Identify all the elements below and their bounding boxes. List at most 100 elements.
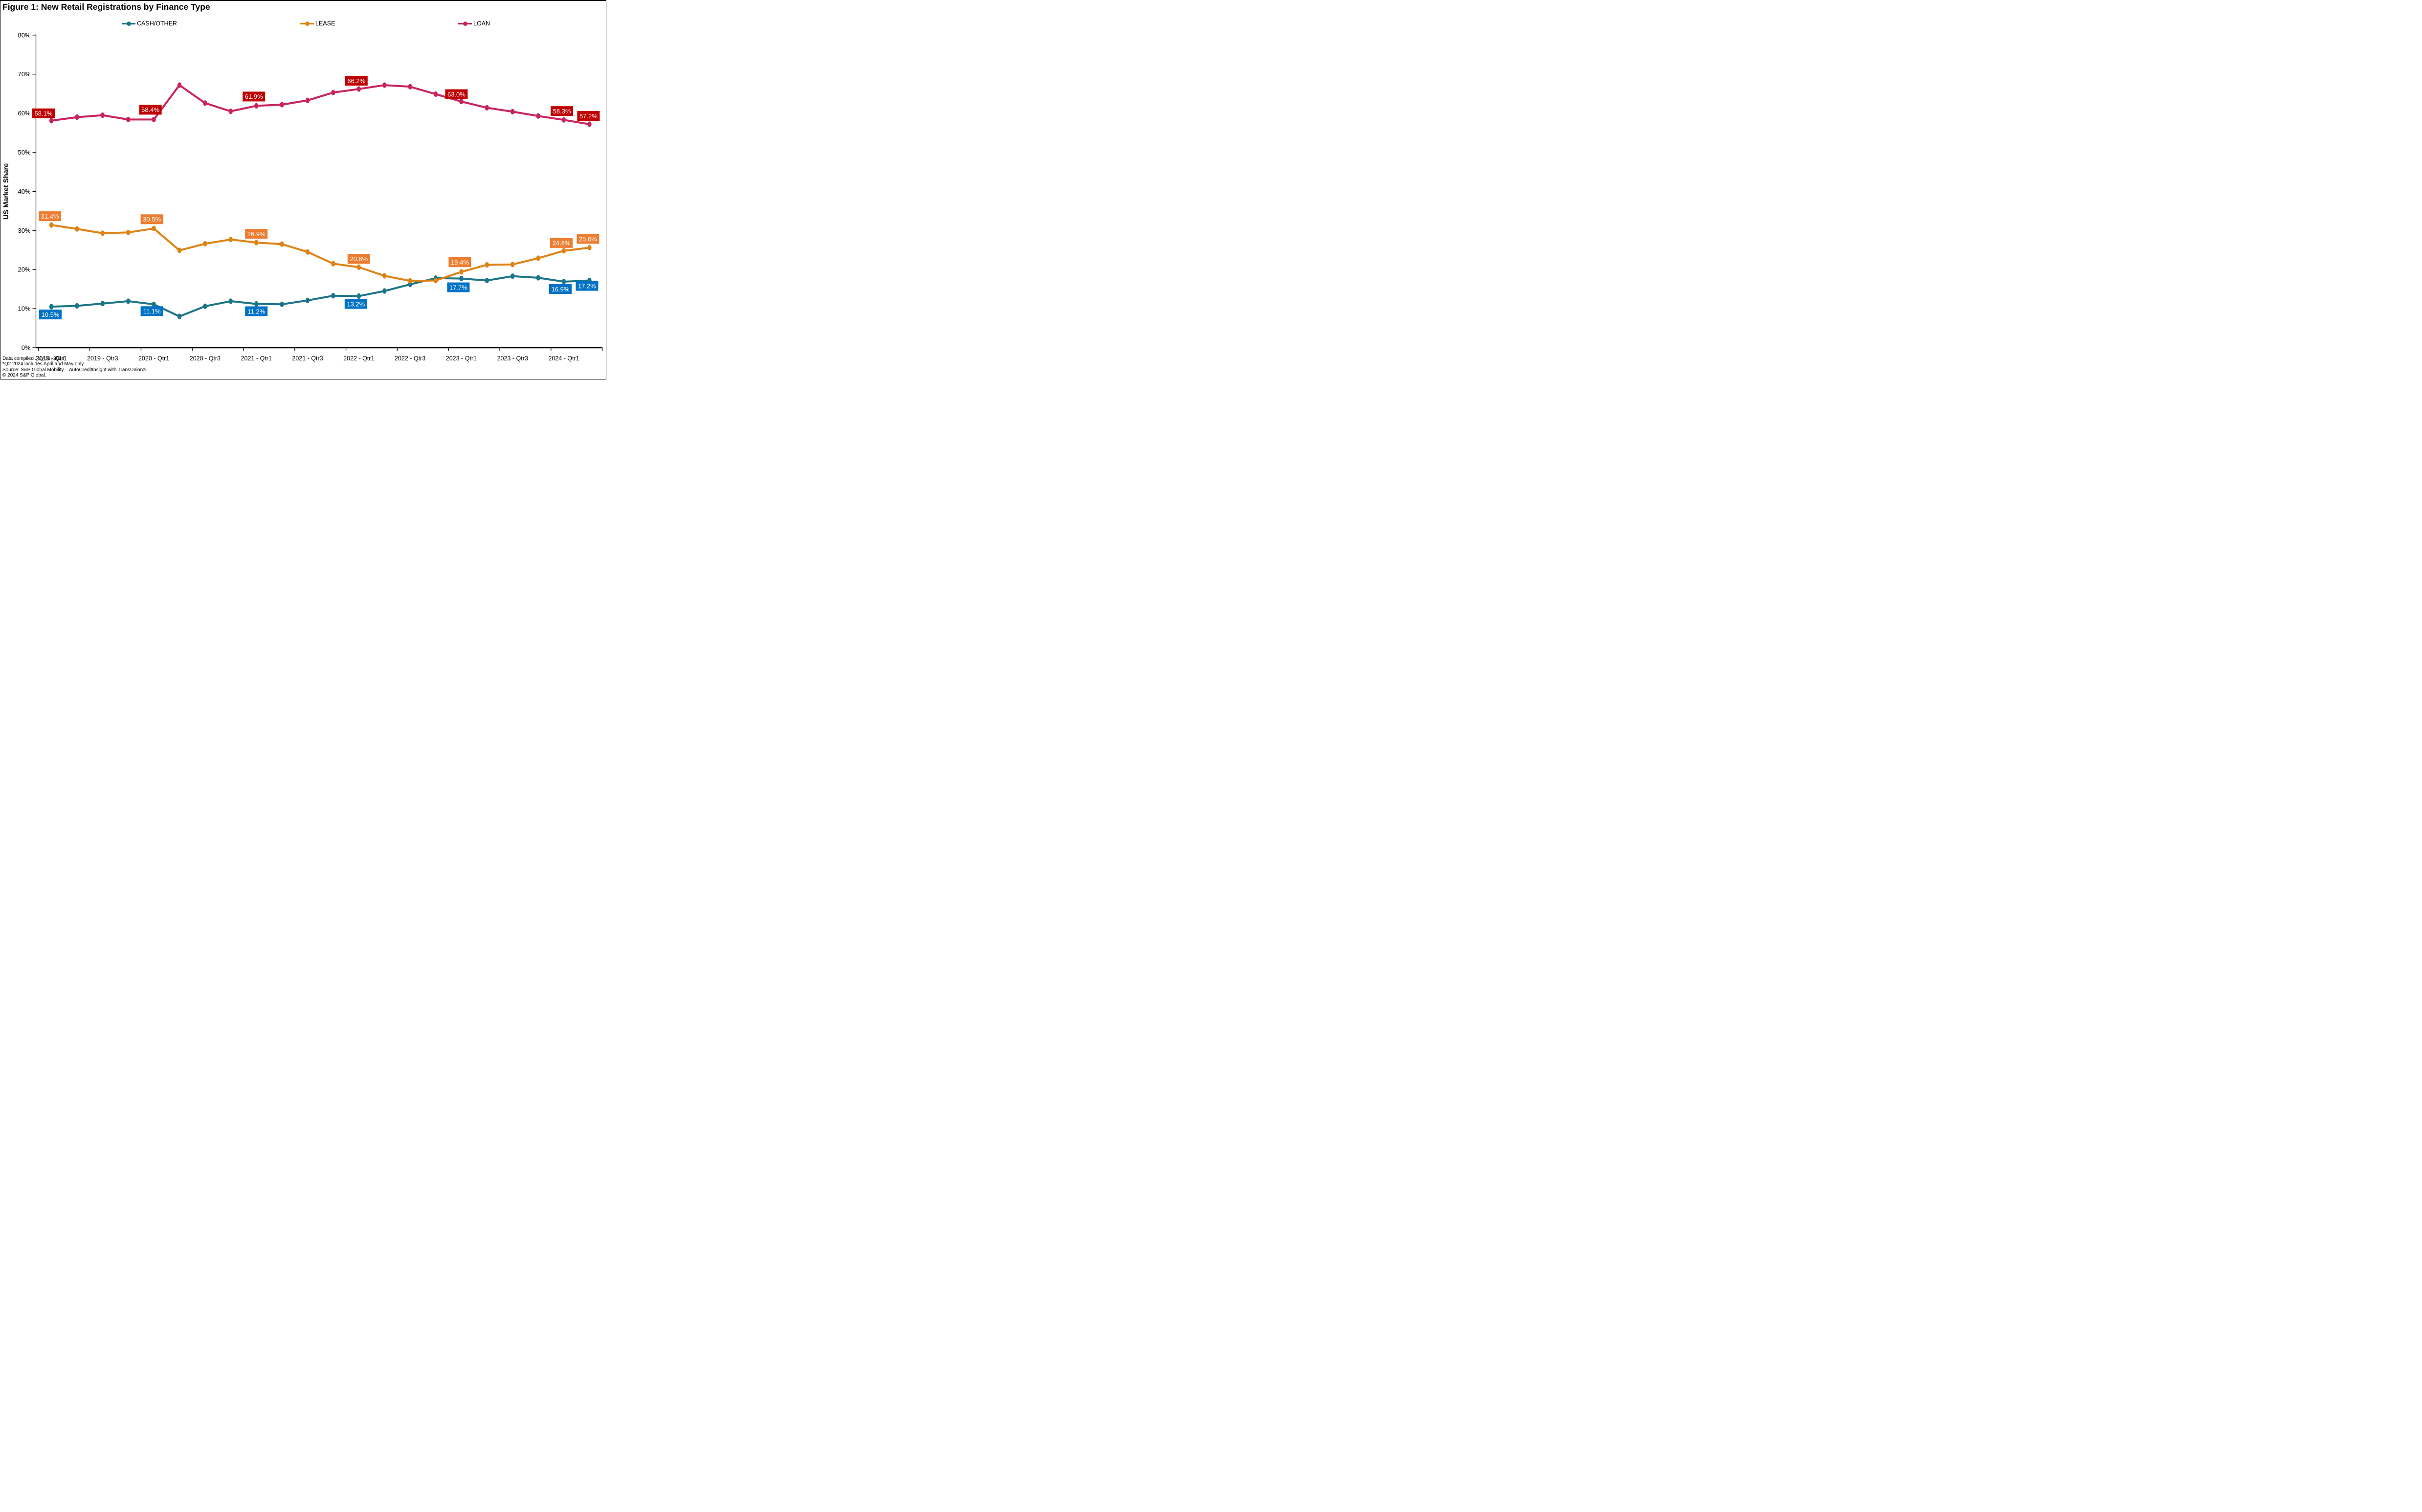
- data-point: [75, 226, 79, 232]
- data-label-value: 58.3%: [553, 108, 571, 115]
- data-label-value: 25.6%: [579, 235, 597, 243]
- data-label-box: [245, 229, 268, 239]
- footer-notes: Data compiled July 31, 2024 *Q2 2024 inc…: [2, 356, 147, 378]
- chart-plot: 0% 10% 20% 30% 40% 50% 60% 70% 80% US Market Shar…: [2, 31, 603, 362]
- data-label-box: [140, 306, 163, 316]
- data-point: [459, 275, 464, 282]
- data-label-value: 17.2%: [578, 282, 596, 289]
- data-point: [433, 91, 438, 97]
- legend-item-lease: LEASE: [300, 19, 335, 28]
- data-point: [100, 230, 105, 236]
- data-label-value: 66.2%: [347, 77, 365, 85]
- data-point: [561, 248, 566, 254]
- x-tick-label: 2020 - Qtr1: [138, 355, 169, 362]
- figure-title: Figure 1: New Retail Registrations by Fi…: [2, 2, 210, 12]
- data-labels-loan: 58.1% 58.4% 61.9% 66.2% 63.0% 58.3% 57.2%: [32, 76, 600, 121]
- data-label-value: 31.4%: [41, 213, 59, 220]
- data-point: [459, 99, 464, 105]
- data-point: [485, 262, 489, 268]
- data-label-box: [347, 254, 370, 264]
- x-tick-label: 2023 - Qtr3: [497, 355, 528, 362]
- data-point: [331, 261, 335, 267]
- data-point: [408, 84, 412, 89]
- data-point: [485, 277, 489, 284]
- data-label-value: 57.2%: [579, 112, 598, 120]
- data-point: [305, 297, 310, 303]
- data-label-value: 58.1%: [35, 110, 53, 117]
- data-point: [126, 116, 131, 122]
- legend-line-marker-icon: [122, 21, 135, 26]
- footnote-q2-note: *Q2 2024 includes April and May only: [2, 361, 84, 367]
- data-label-value: 13.2%: [347, 300, 365, 308]
- data-point: [75, 303, 79, 309]
- data-point: [433, 277, 438, 284]
- x-tick-label: 2021 - Qtr1: [241, 355, 272, 362]
- data-point: [75, 114, 79, 120]
- data-label-value: 11.2%: [247, 308, 265, 315]
- footnote-copyright: © 2024 S&P Global.: [2, 373, 46, 378]
- series-path: [51, 275, 590, 318]
- x-tick-label: 2022 - Qtr3: [395, 355, 425, 362]
- data-point: [203, 241, 207, 247]
- data-point: [511, 273, 515, 279]
- y-tick-label: 60%: [18, 110, 30, 117]
- legend-line-marker-icon: [300, 21, 314, 26]
- series-path: [51, 84, 590, 125]
- data-point: [536, 255, 540, 261]
- legend-item-cash-other: CASH/OTHER: [122, 19, 177, 28]
- data-point: [536, 113, 540, 119]
- data-point: [382, 288, 387, 294]
- data-label-value: 11.1%: [143, 308, 161, 315]
- data-point: [254, 301, 259, 307]
- data-point: [49, 222, 54, 228]
- data-point: [152, 301, 156, 307]
- data-point: [228, 109, 233, 114]
- data-labels-lease: 31.4% 30.5% 26.9% 20.6% 19.4% 24.8% 25.6%: [39, 211, 600, 267]
- x-tick-label: 2020 - Qtr3: [190, 355, 221, 362]
- data-point: [203, 100, 207, 106]
- legend-dot-icon: [463, 21, 467, 26]
- data-label-box: [32, 108, 55, 118]
- data-label-box: [576, 281, 599, 291]
- data-point: [382, 273, 387, 279]
- y-tick-label: 0%: [22, 344, 31, 352]
- data-point: [100, 301, 105, 307]
- data-point: [49, 118, 54, 124]
- y-tick-label: 20%: [18, 266, 30, 273]
- data-point: [459, 269, 464, 275]
- legend-label: LEASE: [315, 20, 335, 27]
- legend-label: CASH/OTHER: [137, 20, 177, 27]
- data-point: [408, 278, 412, 284]
- data-label-box: [140, 214, 163, 224]
- data-point: [511, 262, 515, 267]
- series-line-loan: [49, 82, 592, 127]
- data-label-value: 17.7%: [449, 284, 467, 291]
- data-point: [356, 86, 361, 92]
- data-point: [561, 279, 566, 285]
- data-point: [254, 240, 259, 245]
- data-point: [177, 313, 182, 319]
- data-label-value: 30.5%: [143, 216, 161, 223]
- data-label-box: [445, 89, 468, 99]
- data-label-box: [551, 106, 573, 116]
- data-label-box: [549, 284, 572, 294]
- x-tick-label: 2019 - Qtr1: [36, 355, 67, 362]
- data-label-box: [577, 111, 600, 121]
- legend-item-loan: LOAN: [458, 19, 490, 28]
- data-label-box: [245, 306, 268, 316]
- y-tick-label: 30%: [18, 227, 30, 234]
- data-point: [100, 112, 105, 118]
- data-label-box: [139, 105, 162, 115]
- y-tick-label: 70%: [18, 70, 30, 78]
- x-axis: 2019 - Qtr1 2019 - Qtr3 2020 - Qtr1 2020 - …: [36, 347, 603, 362]
- data-label-box: [345, 76, 368, 86]
- data-point: [126, 229, 131, 235]
- legend-dot-icon: [305, 21, 310, 26]
- data-point: [152, 225, 156, 231]
- legend-dot-icon: [126, 21, 131, 26]
- data-label-box: [577, 234, 600, 244]
- data-point: [203, 303, 207, 309]
- y-tick-label: 40%: [18, 188, 30, 195]
- data-label-box: [39, 310, 62, 320]
- data-labels-cash-other: 10.5% 11.1% 11.2% 13.2% 17.7% 16.9% 17.2%: [39, 281, 599, 320]
